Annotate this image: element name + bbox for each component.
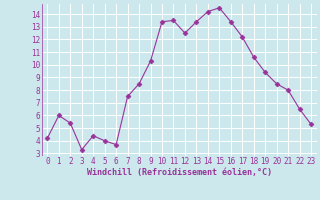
X-axis label: Windchill (Refroidissement éolien,°C): Windchill (Refroidissement éolien,°C)	[87, 168, 272, 177]
